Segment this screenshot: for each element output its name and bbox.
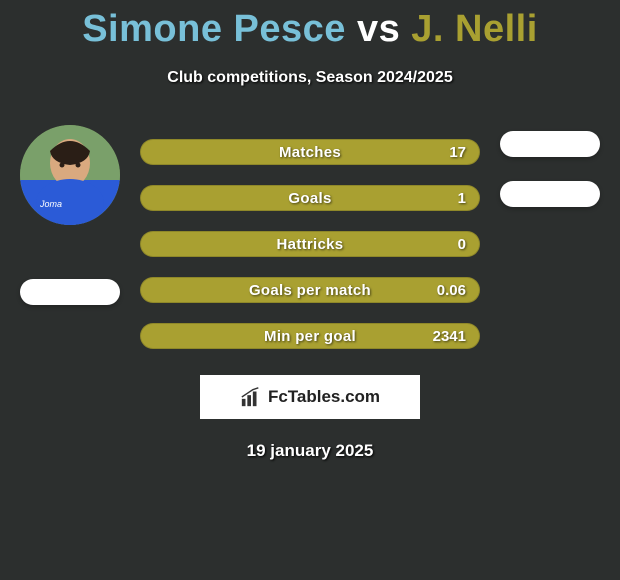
stat-label: Matches — [279, 144, 341, 161]
brand-box: FcTables.com — [200, 375, 420, 419]
stat-label: Min per goal — [264, 328, 356, 345]
bars-icon — [240, 386, 262, 408]
stat-label: Hattricks — [277, 236, 344, 253]
player1-avatar: Joma — [20, 125, 120, 225]
stat-p2-value: 17 — [449, 144, 466, 161]
vs-separator: vs — [346, 8, 411, 50]
player1-name-pill — [20, 279, 120, 305]
stat-label: Goals per match — [249, 282, 371, 299]
stat-p2-value: 0 — [458, 236, 466, 253]
date-text: 19 january 2025 — [0, 441, 620, 461]
stat-bars: Matches 17 Goals 1 Hattricks 0 Goals per… — [140, 139, 480, 349]
player2-column — [490, 125, 610, 207]
player2-name-pill-2 — [500, 181, 600, 207]
stat-row-matches: Matches 17 — [140, 139, 480, 165]
player1-column: Joma — [10, 125, 130, 305]
page-title: Simone Pesce vs J. Nelli — [0, 0, 620, 51]
player1-name: Simone Pesce — [82, 8, 346, 50]
stat-row-min-per-goal: Min per goal 2341 — [140, 323, 480, 349]
brand-text: FcTables.com — [268, 387, 380, 407]
stat-row-goals: Goals 1 — [140, 185, 480, 211]
svg-text:Joma: Joma — [39, 199, 62, 209]
player2-name: J. Nelli — [411, 8, 538, 50]
stat-label: Goals — [288, 190, 331, 207]
player2-name-pill-1 — [500, 131, 600, 157]
stat-p2-value: 1 — [458, 190, 466, 207]
subtitle: Club competitions, Season 2024/2025 — [0, 69, 620, 87]
stat-row-goals-per-match: Goals per match 0.06 — [140, 277, 480, 303]
stat-row-hattricks: Hattricks 0 — [140, 231, 480, 257]
stat-p2-value: 2341 — [433, 328, 466, 345]
avatar-image-icon: Joma — [20, 125, 120, 225]
stat-p2-value: 0.06 — [437, 282, 466, 299]
